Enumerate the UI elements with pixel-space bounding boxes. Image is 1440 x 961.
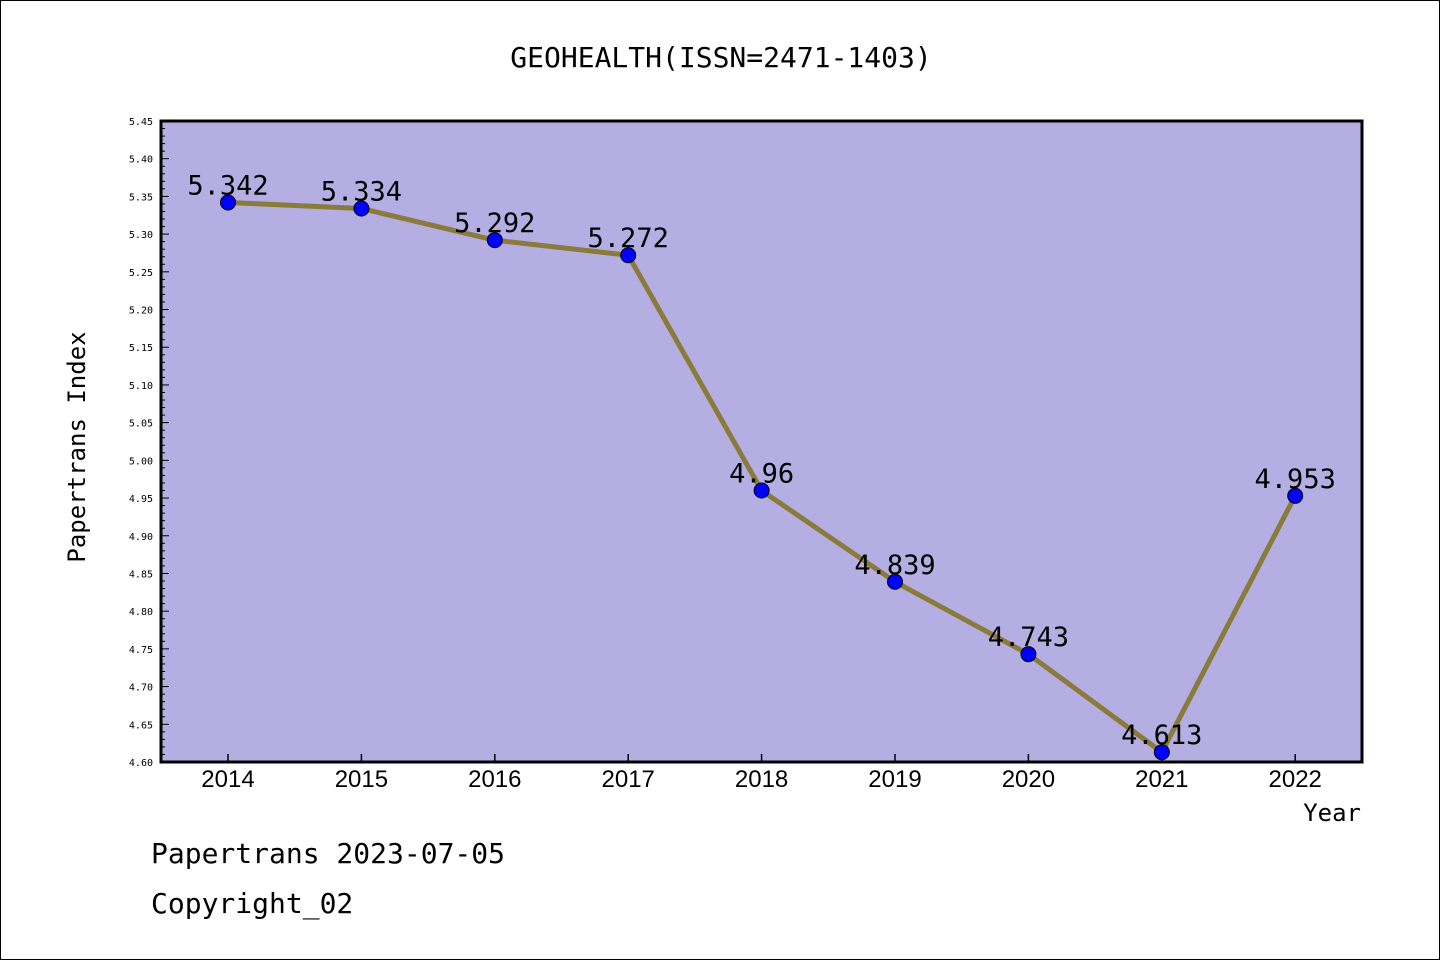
y-tick-label: 5.25 [129, 268, 153, 279]
y-tick-label: 4.95 [129, 494, 153, 505]
y-tick-label: 4.90 [129, 532, 153, 543]
x-axis: 2014 2015 2016 2017 2018 2019 2020 2021 2022 [201, 754, 1322, 793]
y-axis-label: Papertrans Index [63, 331, 91, 562]
data-point [220, 194, 236, 211]
data-markers [220, 194, 1304, 761]
chart-title: GEOHEALTH(ISSN=2471-1403) [510, 41, 931, 74]
y-tick-label: 5.05 [129, 419, 153, 430]
data-point [486, 232, 503, 249]
footer-copyright: Copyright_02 [151, 887, 354, 920]
y-tick-label: 4.65 [129, 720, 153, 731]
x-axis-label: Year [1303, 799, 1361, 827]
y-tick-label: 4.85 [129, 569, 153, 580]
y-tick-label: 5.40 [129, 155, 153, 166]
data-point [1287, 487, 1304, 504]
y-tick-label: 4.75 [129, 645, 153, 656]
x-tick-label: 2018 [735, 766, 788, 793]
data-point [1020, 646, 1037, 663]
data-label: 4.96 [729, 459, 794, 490]
y-tick-label: 4.70 [129, 683, 153, 694]
data-label: 4.839 [854, 550, 935, 581]
y-tick-label: 4.60 [129, 758, 153, 769]
y-tick-label: 5.15 [129, 343, 153, 354]
data-point [620, 247, 637, 264]
x-tick-label: 2019 [868, 766, 921, 793]
data-point [753, 482, 770, 499]
data-point [353, 200, 370, 217]
data-label: 5.272 [588, 223, 669, 254]
data-labels: 5.342 5.334 5.292 5.272 4.96 4.839 4.743 4.613 4… [187, 170, 1335, 751]
data-point [1153, 744, 1170, 761]
x-tick-label: 2017 [602, 766, 655, 793]
x-tick-label: 2016 [468, 766, 521, 793]
data-label: 5.292 [454, 208, 535, 239]
y-tick-label: 5.00 [129, 456, 153, 467]
y-tick-label: 5.30 [129, 230, 153, 241]
y-axis: 4.60 4.65 4.70 4.75 4.80 4.85 4.90 4.95 5.00 5.05… [129, 117, 169, 769]
data-label: 4.613 [1121, 720, 1202, 751]
x-tick-label: 2015 [335, 766, 388, 793]
y-tick-label: 5.10 [129, 381, 153, 392]
data-label: 5.342 [187, 170, 268, 201]
x-tick-label: 2020 [1002, 766, 1055, 793]
y-tick-label: 5.20 [129, 306, 153, 317]
footer-date: Papertrans 2023-07-05 [151, 837, 506, 870]
x-tick-label: 2022 [1269, 766, 1322, 793]
x-tick-label: 2021 [1135, 766, 1188, 793]
y-tick-label: 5.35 [129, 192, 153, 203]
plot-area [159, 119, 1364, 764]
data-label: 4.953 [1255, 464, 1336, 495]
data-label: 4.743 [988, 622, 1069, 653]
y-tick-label: 5.45 [129, 117, 153, 128]
data-label: 5.334 [321, 176, 402, 207]
data-point [887, 573, 903, 590]
x-tick-label: 2014 [201, 766, 254, 793]
y-tick-label: 4.80 [129, 607, 153, 618]
